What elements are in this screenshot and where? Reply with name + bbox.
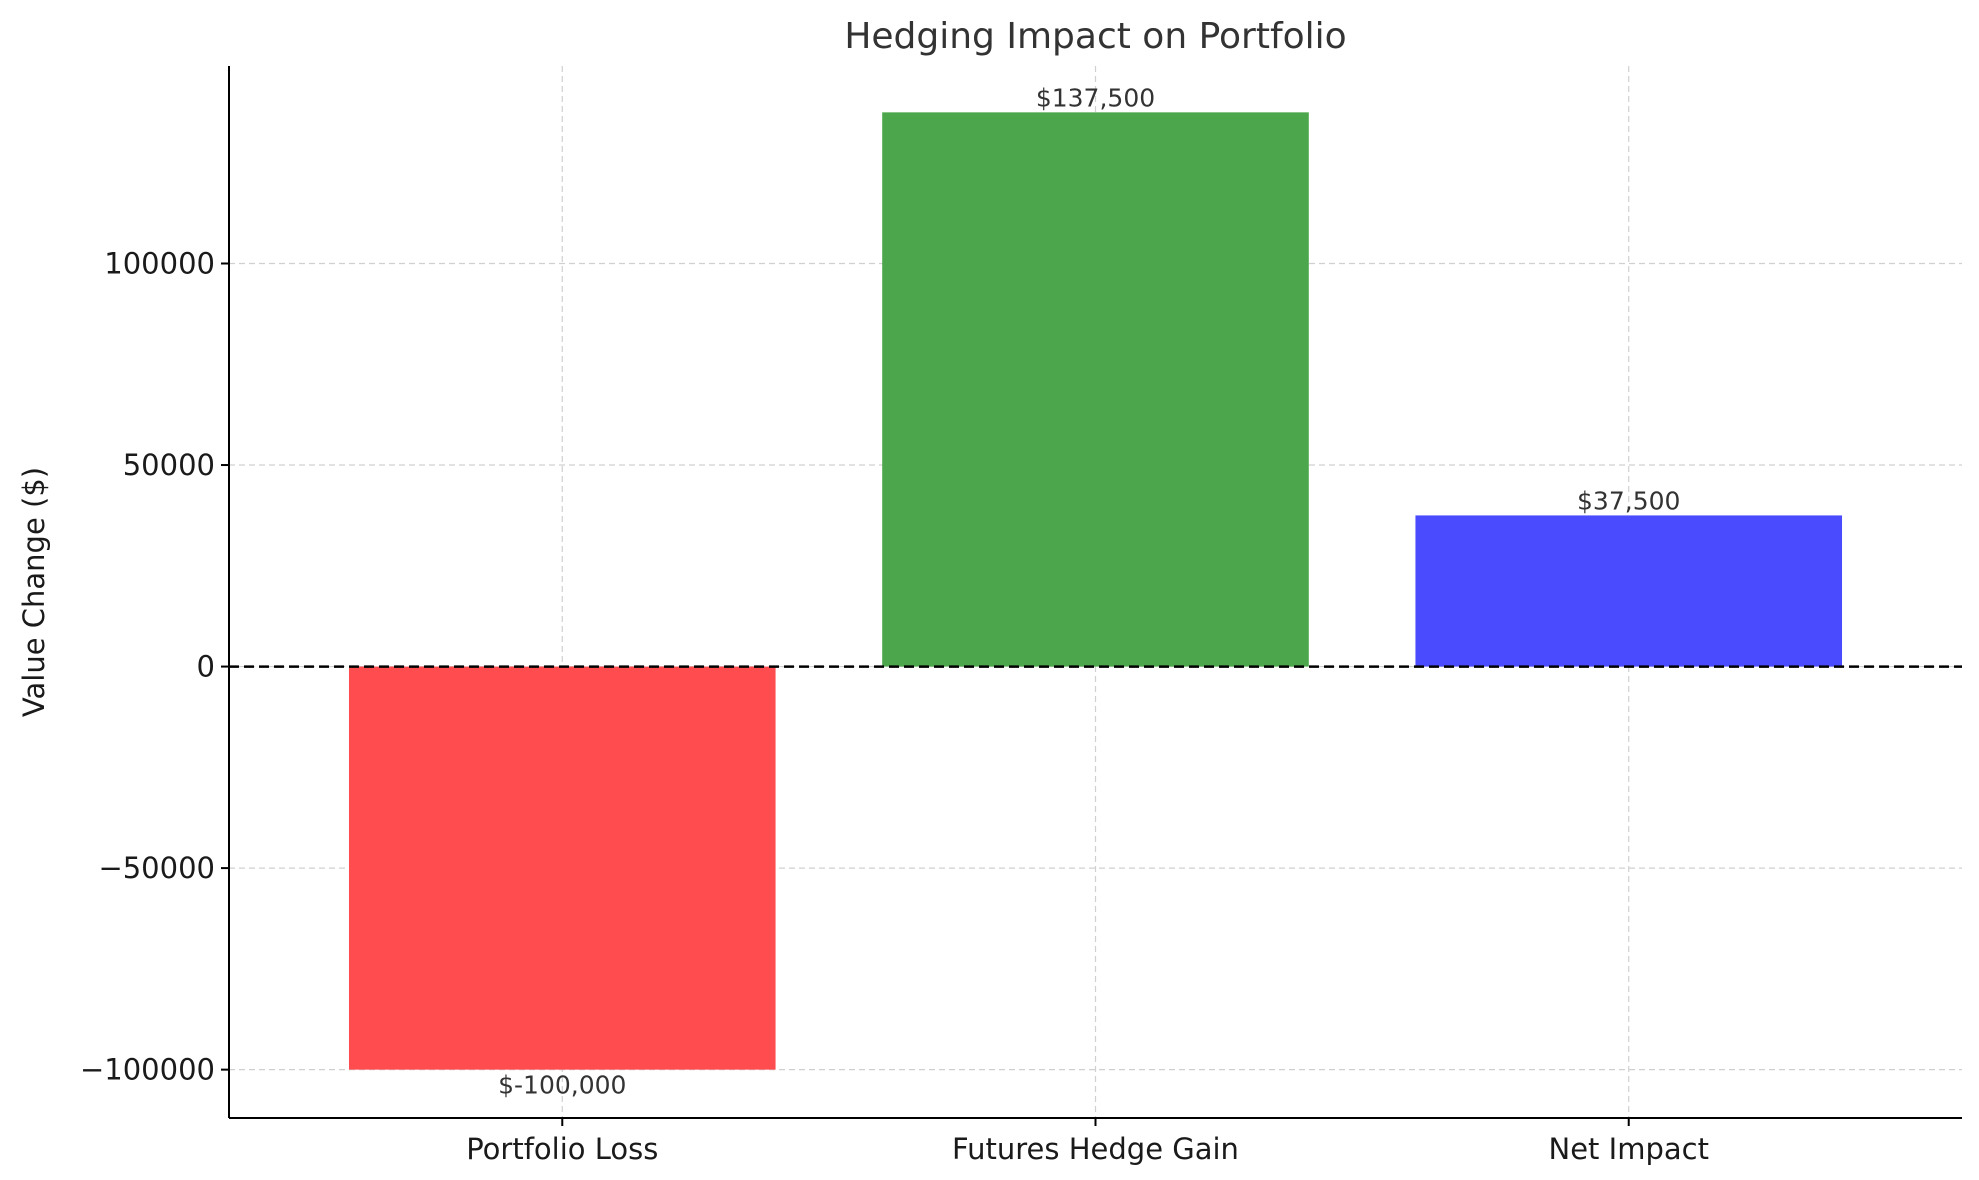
y-tick-label: 0 [197,650,215,684]
y-axis-ticks: −100000 −50000 0 50000 100000 [80,247,229,1087]
x-axis-ticks: Portfolio Loss Futures Hedge Gain Net Impa… [466,1118,1709,1166]
y-tick-label: −50000 [98,851,215,885]
y-tick-label: 100000 [104,247,215,281]
bar [348,666,776,1070]
x-tick-label: Futures Hedge Gain [952,1132,1239,1166]
x-tick-label: Net Impact [1549,1132,1709,1166]
data-label: $137,500 [1036,83,1155,112]
data-label: $-100,000 [498,1071,626,1100]
bars [348,112,1843,1070]
chart-title: Hedging Impact on Portfolio [844,16,1346,57]
y-axis-label: Value Change ($) [17,467,51,717]
data-label: $37,500 [1577,486,1680,515]
y-tick-label: −100000 [80,1053,215,1087]
data-labels: $-100,000 $137,500 $37,500 [498,83,1680,1099]
x-tick-label: Portfolio Loss [466,1132,658,1166]
bar [882,112,1309,667]
bar [1415,515,1843,667]
y-tick-label: 50000 [123,448,215,482]
